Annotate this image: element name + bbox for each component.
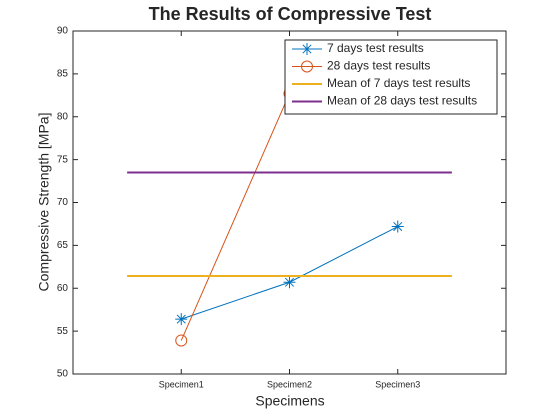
legend-label: Mean of 28 days test results: [327, 94, 477, 108]
marker: [301, 60, 313, 73]
legend-label: 28 days test results: [327, 59, 430, 73]
y-tick-label: 75: [57, 154, 69, 165]
marker: [175, 313, 188, 326]
legend-box: [284, 39, 498, 115]
y-tick-label: 85: [57, 69, 69, 80]
marker: [283, 276, 296, 289]
marker: [391, 220, 404, 233]
x-tick-label: Specimen3: [375, 379, 420, 389]
marker: [175, 334, 188, 347]
y-tick-label: 60: [57, 283, 69, 294]
y-tick-label: 50: [57, 369, 69, 380]
x-tick-label: Specimen1: [159, 379, 204, 389]
y-tick-label: 90: [57, 26, 69, 37]
legend-label: Mean of 7 days test results: [327, 76, 470, 90]
chart-title: The Results of Compressive Test: [149, 4, 432, 24]
x-tick-label: Specimen2: [267, 379, 312, 389]
marker: [301, 43, 313, 55]
y-tick-label: 65: [57, 240, 69, 251]
legend-label: 7 days test results: [327, 41, 424, 55]
y-tick-label: 80: [57, 111, 69, 122]
y-tick-label: 70: [57, 197, 69, 208]
x-axis-label: Specimens: [255, 393, 324, 409]
y-tick-label: 55: [57, 326, 69, 337]
axes-box: [72, 30, 507, 375]
y-axis-label: Compressive Strength [MPa]: [36, 113, 52, 292]
